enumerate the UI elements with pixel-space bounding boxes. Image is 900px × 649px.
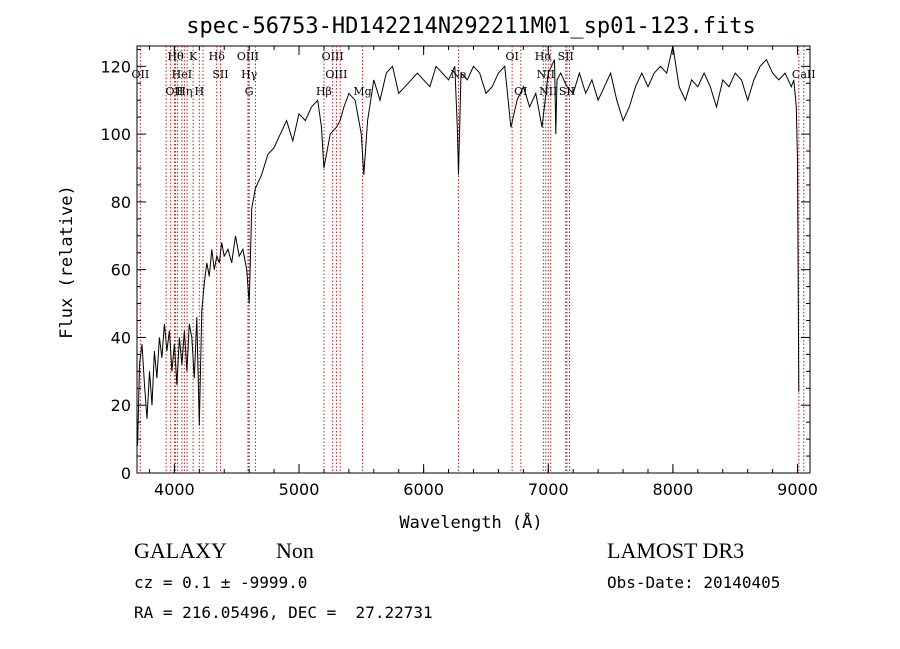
spectrum-line — [137, 45, 800, 446]
line-marker-label: K — [189, 50, 198, 63]
line-marker-label: OII — [132, 68, 150, 81]
line-marker-label: Hδ — [209, 50, 226, 63]
x-tick-label: 5000 — [279, 480, 320, 499]
line-marker-label: Hβ — [316, 85, 332, 98]
line-marker-label: Hη — [176, 85, 192, 98]
line-marker-label: H — [195, 85, 205, 98]
axis-ticks — [137, 46, 810, 474]
plot-frame — [136, 45, 811, 474]
x-tick-label: 4000 — [154, 480, 195, 499]
y-tick-label: 40 — [111, 328, 131, 347]
y-tick-label: 120 — [100, 57, 131, 76]
line-marker-label: Hθ — [168, 50, 185, 63]
y-tick-label: 80 — [111, 193, 131, 212]
y-tick-label: 60 — [111, 261, 131, 280]
y-axis-label: Flux (relative) — [57, 185, 77, 339]
y-tick-label: 20 — [111, 396, 131, 415]
x-tick-label: 9000 — [777, 480, 818, 499]
line-marker-label: OIII — [237, 50, 259, 63]
line-markers — [139, 46, 805, 473]
y-tick-label: 0 — [121, 464, 131, 483]
x-axis-label: Wavelength (Å) — [399, 511, 542, 533]
object-class: GALAXY — [134, 538, 227, 563]
line-marker-label: Mg — [353, 85, 371, 98]
line-marker-label: NII — [537, 68, 555, 81]
line-marker-label: CaII — [792, 68, 816, 81]
line-marker-label: HeI — [172, 68, 192, 81]
line-marker-labels: OII OII Hθ HeI Hη K H Hδ SII OIII Hγ G Hβ OIII OIII Mg N… — [132, 50, 816, 98]
x-tick-label: 6000 — [403, 480, 444, 499]
line-marker-label: Hγ — [241, 68, 258, 81]
line-marker-label: NII — [539, 85, 557, 98]
x-tick-label: 7000 — [528, 480, 569, 499]
line-marker-label: G — [245, 85, 254, 98]
survey-name: LAMOST DR3 — [607, 538, 745, 563]
line-marker-label: OII — [166, 85, 184, 98]
line-marker-label: OIII — [322, 50, 344, 63]
coordinates: RA = 216.05496, DEC = 27.22731 — [134, 603, 433, 622]
line-marker-label: OIII — [325, 68, 347, 81]
line-marker-label: SII — [212, 68, 228, 81]
y-tick-label: 100 — [100, 125, 131, 144]
line-marker-label: Hα — [535, 50, 553, 63]
chart-title: spec-56753-HD142214N292211M01_sp01-123.f… — [186, 14, 756, 39]
object-subclass: Non — [276, 538, 314, 563]
line-marker-label: SII — [559, 85, 575, 98]
line-marker-label: OI — [505, 50, 518, 63]
axis-tick-labels: 4000 5000 6000 7000 8000 9000 0 20 40 60 80 100 120 — [100, 57, 817, 499]
line-marker-label: SII — [558, 50, 574, 63]
redshift-readout: cz = 0.1 ± -9999.0 — [134, 573, 308, 592]
observation-date: Obs-Date: 20140405 — [607, 573, 781, 592]
x-tick-label: 8000 — [653, 480, 694, 499]
